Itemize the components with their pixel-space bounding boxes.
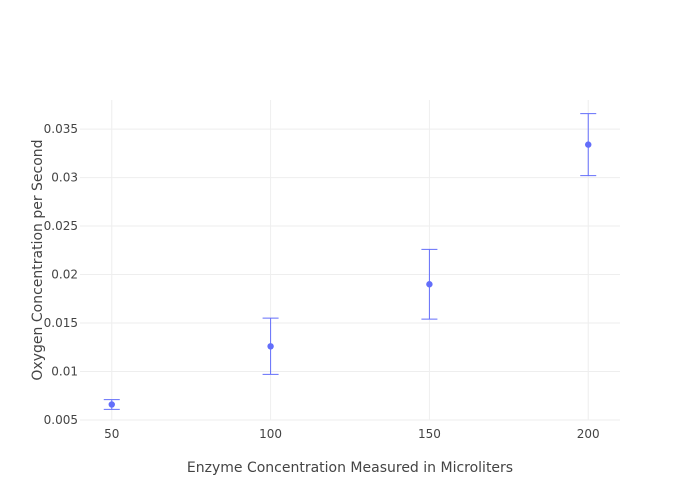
data-point [585, 141, 592, 148]
y-tick-label: 0.02 [51, 268, 78, 282]
y-tick-label: 0.005 [44, 413, 78, 427]
x-tick-label: 50 [104, 427, 119, 441]
y-tick-label: 0.015 [44, 316, 78, 330]
y-tick-label: 0.01 [51, 365, 78, 379]
x-tick-label: 100 [259, 427, 282, 441]
y-tick-label: 0.025 [44, 219, 78, 233]
x-tick-label: 200 [577, 427, 600, 441]
y-tick-label: 0.035 [44, 122, 78, 136]
y-axis-ticks: 0.005 0.01 0.015 0.02 0.025 0.03 0.035 [44, 122, 78, 427]
grid-layer [80, 100, 620, 421]
data-point [426, 281, 433, 288]
data-point [267, 343, 274, 350]
y-axis-title: Oxygen Concentration per Second [30, 139, 46, 380]
data-points [108, 141, 592, 408]
error-bars [103, 113, 597, 410]
x-axis-ticks: 50 100 150 200 [104, 427, 600, 441]
data-point [108, 401, 115, 408]
y-tick-label: 0.03 [51, 171, 78, 185]
x-tick-label: 150 [418, 427, 441, 441]
x-axis-title: Enzyme Concentration Measured in Microli… [187, 460, 513, 476]
